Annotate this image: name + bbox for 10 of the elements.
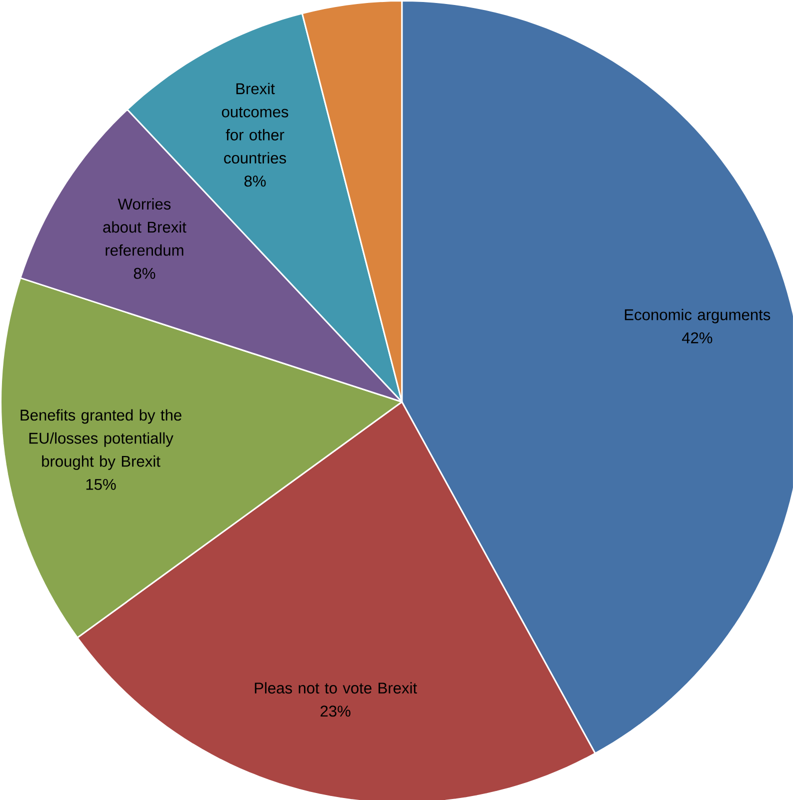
slice-label: Benefits granted by the EU/losses potentially brought by Brexit	[20, 409, 182, 470]
slice-label: Pleas not to vote Brexit	[254, 682, 418, 694]
data-label: 15%	[86, 478, 116, 490]
slice-label: Worries about Brexit referendum	[103, 198, 186, 256]
data-label: 8%	[244, 176, 266, 187]
data-label: 8%	[134, 268, 156, 279]
data-label: 23%	[320, 706, 350, 717]
slice-label: Brexit outcomes for other countries	[222, 82, 288, 164]
data-label: 42%	[682, 332, 712, 344]
slice-label: Economic arguments	[624, 308, 770, 324]
